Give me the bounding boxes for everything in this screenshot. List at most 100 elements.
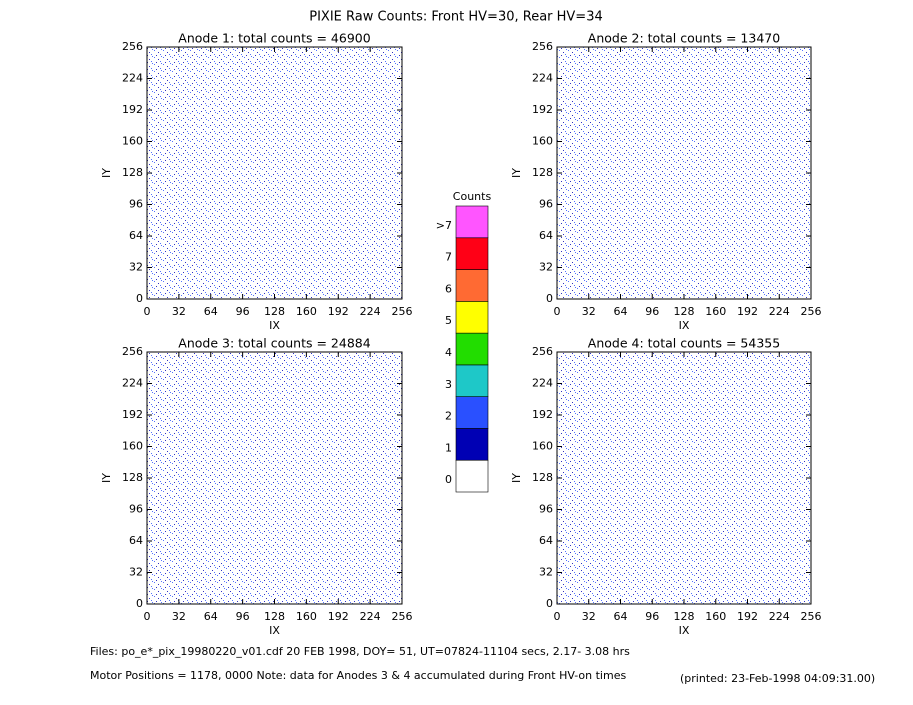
panel-title: Anode 3: total counts = 24884	[178, 336, 370, 351]
y-tick-label: 128	[532, 166, 553, 179]
colorbar-label: 7	[445, 251, 452, 264]
y-tick-label: 32	[129, 566, 143, 579]
x-tick-label: 64	[614, 610, 628, 623]
y-tick-label: 32	[539, 261, 553, 274]
heatmap-area	[557, 47, 811, 299]
y-tick-label: 32	[129, 261, 143, 274]
y-tick-label: 192	[532, 408, 553, 421]
x-tick-label: 192	[328, 305, 349, 318]
y-tick-label: 192	[122, 408, 143, 421]
x-tick-label: 192	[737, 305, 758, 318]
y-tick-label: 64	[539, 229, 553, 242]
y-tick-label: 128	[532, 471, 553, 484]
y-axis-label: IY	[510, 473, 523, 483]
colorbar-swatch	[455, 269, 489, 302]
panel-title: Anode 4: total counts = 54355	[588, 336, 780, 351]
y-tick-label: 224	[122, 377, 143, 390]
y-tick-label: 256	[122, 345, 143, 358]
x-tick-label: 32	[582, 305, 596, 318]
heatmap-area	[147, 47, 402, 299]
x-tick-label: 128	[674, 610, 695, 623]
colorbar-label: 4	[445, 346, 452, 359]
x-tick-label: 224	[360, 610, 381, 623]
colorbar-swatch	[455, 364, 489, 397]
colorbar-swatch	[455, 396, 489, 429]
heatmap-area	[557, 352, 811, 604]
colorbar-label: 3	[445, 378, 452, 391]
y-axis-label: IY	[510, 168, 523, 178]
y-tick-label: 160	[122, 135, 143, 148]
y-tick-label: 96	[539, 198, 553, 211]
x-tick-label: 32	[172, 305, 186, 318]
panel-title: Anode 2: total counts = 13470	[588, 31, 780, 46]
colorbar-swatch	[455, 459, 489, 493]
x-tick-label: 0	[144, 305, 151, 318]
colorbar-title: Counts	[453, 190, 492, 203]
x-tick-label: 96	[645, 610, 659, 623]
y-tick-label: 256	[122, 40, 143, 53]
colorbar-label: 6	[445, 282, 452, 295]
x-tick-label: 224	[360, 305, 381, 318]
x-tick-label: 256	[392, 305, 413, 318]
y-tick-label: 160	[122, 440, 143, 453]
colorbar-label: 5	[445, 314, 452, 327]
y-tick-label: 128	[122, 166, 143, 179]
y-tick-label: 224	[122, 72, 143, 85]
footer-files: Files: po_e*_pix_19980220_v01.cdf 20 FEB…	[90, 645, 630, 658]
footer-motor: Motor Positions = 1178, 0000 Note: data …	[90, 669, 626, 682]
y-tick-label: 160	[532, 440, 553, 453]
x-tick-label: 64	[204, 610, 218, 623]
y-tick-label: 224	[532, 72, 553, 85]
colorbar-swatch	[455, 237, 489, 270]
colorbar-label: 2	[445, 410, 452, 423]
y-tick-label: 96	[539, 503, 553, 516]
x-tick-label: 256	[801, 305, 822, 318]
y-tick-label: 0	[136, 292, 143, 305]
y-tick-label: 0	[136, 597, 143, 610]
x-tick-label: 0	[554, 610, 561, 623]
x-tick-label: 64	[204, 305, 218, 318]
x-tick-label: 192	[328, 610, 349, 623]
x-tick-label: 256	[392, 610, 413, 623]
y-tick-label: 224	[532, 377, 553, 390]
x-tick-label: 192	[737, 610, 758, 623]
colorbar-label: 1	[445, 441, 452, 454]
y-tick-label: 32	[539, 566, 553, 579]
x-axis-label: IX	[269, 624, 280, 637]
x-tick-label: 160	[296, 610, 317, 623]
x-tick-label: 160	[705, 610, 726, 623]
x-tick-label: 160	[705, 305, 726, 318]
x-tick-label: 0	[144, 610, 151, 623]
x-tick-label: 32	[582, 610, 596, 623]
panel-title: Anode 1: total counts = 46900	[178, 31, 370, 46]
x-axis-label: IX	[269, 319, 280, 332]
x-tick-label: 96	[236, 610, 250, 623]
y-axis-label: IY	[100, 168, 113, 178]
y-tick-label: 0	[546, 597, 553, 610]
y-axis-label: IY	[100, 473, 113, 483]
colorbar-label: 0	[445, 473, 452, 486]
colorbar-swatch	[455, 301, 489, 334]
y-tick-label: 256	[532, 40, 553, 53]
colorbar-swatch	[455, 332, 489, 366]
y-tick-label: 96	[129, 503, 143, 516]
y-tick-label: 192	[122, 103, 143, 116]
y-tick-label: 160	[532, 135, 553, 148]
x-tick-label: 96	[236, 305, 250, 318]
colorbar-swatch	[455, 205, 489, 239]
x-tick-label: 96	[645, 305, 659, 318]
y-tick-label: 0	[546, 292, 553, 305]
x-axis-label: IX	[679, 319, 690, 332]
x-tick-label: 224	[769, 610, 790, 623]
y-tick-label: 96	[129, 198, 143, 211]
figure-title: PIXIE Raw Counts: Front HV=30, Rear HV=3…	[309, 10, 603, 25]
x-axis-label: IX	[679, 624, 690, 637]
y-tick-label: 64	[539, 534, 553, 547]
x-tick-label: 128	[264, 610, 285, 623]
x-tick-label: 256	[801, 610, 822, 623]
y-tick-label: 256	[532, 345, 553, 358]
y-tick-label: 64	[129, 534, 143, 547]
x-tick-label: 128	[674, 305, 695, 318]
